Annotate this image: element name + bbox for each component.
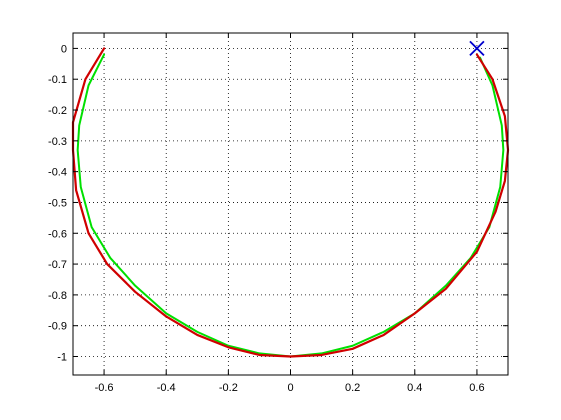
y-tick-label: 0 <box>61 43 67 55</box>
ticks: -0.6 -0.4 -0.2 0 0.2 0.4 0.6 0 -0.1 -0.2 -0.3 -0.4 -… <box>48 33 508 394</box>
x-tick-label: 0.2 <box>345 382 360 394</box>
y-tick-label: -0.5 <box>48 197 67 209</box>
x-tick-label: -0.2 <box>219 382 238 394</box>
markers <box>469 40 485 57</box>
y-tick-label: -0.8 <box>48 290 67 302</box>
x-tick-label: 0.6 <box>469 382 484 394</box>
y-tick-label: -0.3 <box>48 136 67 148</box>
grid <box>73 33 508 375</box>
series <box>71 47 510 358</box>
x-tick-label: 0 <box>287 382 293 394</box>
x-marker <box>469 40 485 57</box>
x-tick-label: -0.4 <box>157 382 176 394</box>
y-tick-label: -0.7 <box>48 259 67 271</box>
x-tick-label: 0.4 <box>407 382 422 394</box>
y-tick-label: -0.2 <box>48 105 67 117</box>
y-tick-label: -0.1 <box>48 74 67 86</box>
series-line-2 <box>71 47 510 358</box>
y-tick-label: -1 <box>57 352 67 364</box>
y-tick-label: -0.9 <box>48 321 67 333</box>
y-tick-label: -0.6 <box>48 228 67 240</box>
x-tick-label: -0.6 <box>95 382 114 394</box>
y-tick-label: -0.4 <box>48 167 67 179</box>
